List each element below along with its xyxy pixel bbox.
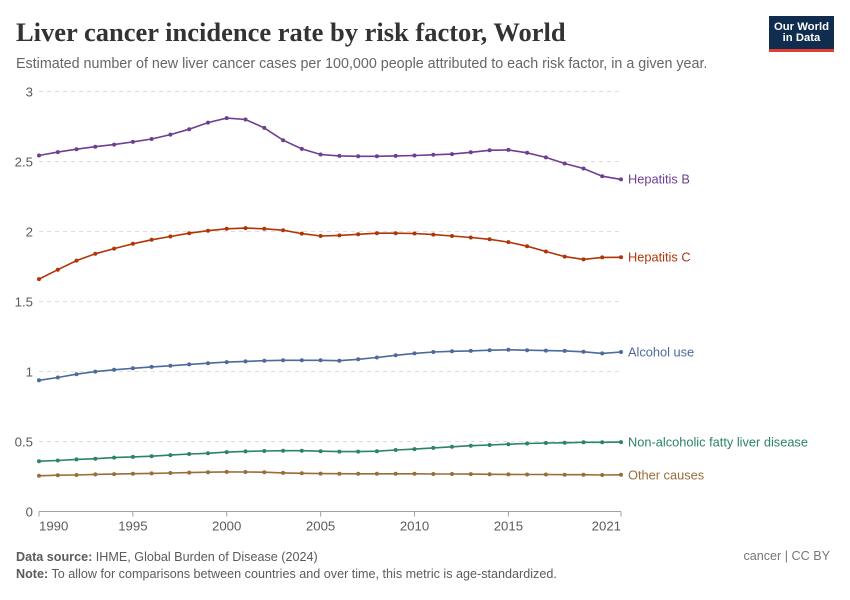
- svg-text:3: 3: [26, 84, 33, 99]
- svg-text:Other causes: Other causes: [628, 467, 704, 482]
- svg-text:1995: 1995: [118, 518, 147, 533]
- svg-text:1: 1: [26, 364, 33, 379]
- svg-text:2021: 2021: [592, 518, 621, 533]
- svg-text:Alcohol use: Alcohol use: [628, 344, 694, 359]
- svg-text:0.5: 0.5: [15, 434, 33, 449]
- svg-text:1990: 1990: [39, 518, 68, 533]
- svg-text:2005: 2005: [306, 518, 335, 533]
- svg-text:0: 0: [26, 504, 33, 519]
- svg-text:2: 2: [26, 224, 33, 239]
- svg-text:2015: 2015: [494, 518, 523, 533]
- svg-text:Hepatitis C: Hepatitis C: [628, 250, 691, 265]
- svg-text:1.5: 1.5: [15, 294, 33, 309]
- svg-text:2010: 2010: [400, 518, 429, 533]
- svg-text:2000: 2000: [212, 518, 241, 533]
- svg-text:2.5: 2.5: [15, 154, 33, 169]
- svg-text:Hepatitis B: Hepatitis B: [628, 171, 690, 186]
- svg-text:Non-alcoholic fatty liver dise: Non-alcoholic fatty liver disease: [628, 434, 808, 449]
